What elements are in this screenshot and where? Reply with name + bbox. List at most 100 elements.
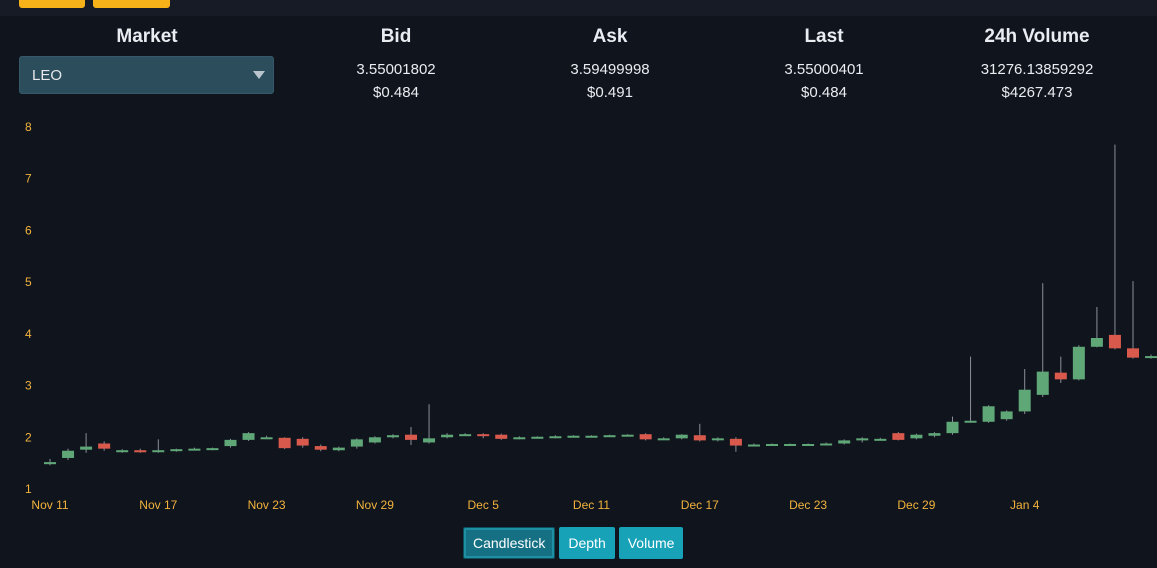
candle-body-27[interactable] <box>531 436 544 439</box>
candle-body-22[interactable] <box>441 434 454 438</box>
candle-body-46[interactable] <box>874 438 887 441</box>
candlestick-chart[interactable]: 1 2 3 4 5 6 7 8 Nov 11 Nov 17 Nov 23 Nov 29 Dec 5 Dec… <box>0 110 1157 520</box>
toolbar-button-1[interactable] <box>19 0 85 8</box>
candle-body-52[interactable] <box>982 406 995 422</box>
candle-body-56[interactable] <box>1054 372 1067 380</box>
chart-type-tabs: Candlestick Depth Volume <box>463 527 684 559</box>
candle-body-58[interactable] <box>1090 337 1103 347</box>
y-tick-label-4: 5 <box>25 275 32 289</box>
candle-body-7[interactable] <box>170 449 183 452</box>
candle-body-19[interactable] <box>386 435 399 438</box>
tab-volume[interactable]: Volume <box>618 527 684 559</box>
candle-body-17[interactable] <box>350 439 363 447</box>
candle-body-40[interactable] <box>766 444 778 447</box>
candle-body-28[interactable] <box>549 436 562 439</box>
candle-body-51[interactable] <box>964 420 977 423</box>
candle-body-32[interactable] <box>621 434 634 437</box>
ask-usd-value: $0.491 <box>587 84 633 101</box>
toolbar-button-2[interactable] <box>93 0 170 8</box>
x-tick-label-2: Nov 23 <box>248 498 286 512</box>
candle-body-15[interactable] <box>314 446 327 450</box>
market-select[interactable]: LEO <box>19 56 274 94</box>
bid-header: Bid <box>380 26 412 47</box>
last-value: 3.55000401 <box>784 61 864 78</box>
chevron-down-icon <box>253 71 265 79</box>
candle-body-41[interactable] <box>784 444 797 447</box>
candle-body-16[interactable] <box>332 447 345 451</box>
last-usd-value: $0.484 <box>801 84 847 101</box>
candle-body-5[interactable] <box>134 450 147 453</box>
candle-body-54[interactable] <box>1018 389 1031 412</box>
candle-body-2[interactable] <box>80 446 93 450</box>
last-header: Last <box>804 26 844 47</box>
x-tick-label-7: Dec 23 <box>789 498 827 512</box>
y-tick-label-2: 3 <box>25 379 32 393</box>
candle-body-13[interactable] <box>278 437 291 449</box>
candle-body-44[interactable] <box>838 440 851 444</box>
candle-body-36[interactable] <box>693 435 706 441</box>
candle-body-18[interactable] <box>368 437 381 443</box>
candle-body-57[interactable] <box>1072 346 1085 380</box>
top-toolbar <box>0 0 1157 16</box>
candle-body-3[interactable] <box>98 443 111 449</box>
candle-body-45[interactable] <box>856 438 869 441</box>
market-header: Market <box>116 26 178 47</box>
candle-body-48[interactable] <box>910 434 923 439</box>
volume-value: 31276.13859292 <box>980 61 1094 78</box>
x-tick-label-3: Nov 29 <box>356 498 394 512</box>
candle-body-31[interactable] <box>603 435 616 438</box>
volume-usd-value: $4267.473 <box>1001 84 1073 101</box>
candle-body-42[interactable] <box>802 444 815 447</box>
bid-value: 3.55001802 <box>356 61 436 78</box>
candle-body-35[interactable] <box>675 434 688 439</box>
candle-body-11[interactable] <box>242 433 255 440</box>
candle-body-59[interactable] <box>1108 334 1121 349</box>
tab-candlestick[interactable]: Candlestick <box>463 527 556 559</box>
candle-body-21[interactable] <box>423 438 436 443</box>
tab-depth[interactable]: Depth <box>559 527 615 559</box>
candle-body-12[interactable] <box>260 437 273 440</box>
x-tick-label-8: Dec 29 <box>897 498 935 512</box>
ask-header: Ask <box>592 26 628 47</box>
candle-body-4[interactable] <box>116 450 129 453</box>
candle-body-50[interactable] <box>946 421 959 434</box>
x-tick-label-5: Dec 11 <box>573 498 610 512</box>
candle-body-14[interactable] <box>296 438 309 446</box>
candle-body-23[interactable] <box>459 434 472 437</box>
candle-body-6[interactable] <box>152 450 165 453</box>
y-tick-label-6: 7 <box>25 172 32 186</box>
candle-body-49[interactable] <box>928 433 941 436</box>
ask-value: 3.59499998 <box>570 61 650 78</box>
x-tick-label-4: Dec 5 <box>468 498 500 512</box>
candle-body-33[interactable] <box>639 434 652 440</box>
candle-body-8[interactable] <box>188 448 201 451</box>
candle-body-38[interactable] <box>729 438 742 446</box>
candle-body-10[interactable] <box>224 439 237 447</box>
candle-body-60[interactable] <box>1127 348 1139 358</box>
x-tick-label-6: Dec 17 <box>681 498 719 512</box>
candle-body-47[interactable] <box>892 433 905 440</box>
candle-body-20[interactable] <box>405 434 417 440</box>
market-select-value: LEO <box>32 67 63 84</box>
candle-body-24[interactable] <box>477 434 490 437</box>
volume-header: 24h Volume <box>984 26 1090 47</box>
candle-body-55[interactable] <box>1036 371 1049 395</box>
bid-usd-value: $0.484 <box>373 84 419 101</box>
candle-body-43[interactable] <box>820 443 833 446</box>
candle-body-34[interactable] <box>657 438 670 441</box>
x-tick-label-9: Jan 4 <box>1010 498 1040 512</box>
candle-body-37[interactable] <box>711 438 724 441</box>
candle-body-25[interactable] <box>495 434 508 439</box>
candle-body-0[interactable] <box>44 462 56 465</box>
candle-body-39[interactable] <box>747 444 760 447</box>
y-tick-label-5: 6 <box>25 223 32 237</box>
candle-body-30[interactable] <box>585 435 598 438</box>
candle-body-1[interactable] <box>62 450 75 458</box>
y-tick-label-3: 4 <box>25 327 32 341</box>
candle-body-9[interactable] <box>206 448 219 451</box>
y-tick-label-7: 8 <box>25 120 32 134</box>
candle-body-26[interactable] <box>513 437 526 440</box>
candle-body-53[interactable] <box>1000 411 1013 420</box>
candle-body-61[interactable] <box>1145 356 1157 359</box>
candle-body-29[interactable] <box>567 435 580 438</box>
